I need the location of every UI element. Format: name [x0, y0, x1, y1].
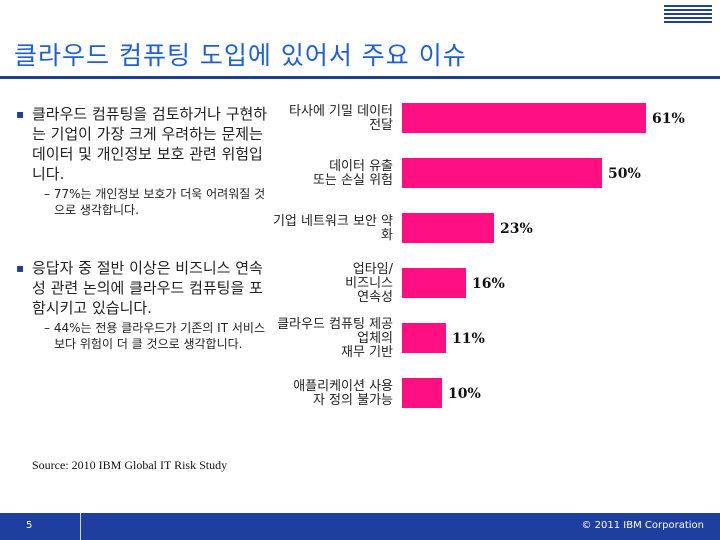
sub-bullet-item: – 44%는 전용 클라우드가 기존의 IT 서비스보다 위험이 더 클 것으로… [44, 321, 265, 351]
value-label: 16% [472, 276, 505, 292]
value-label: 50% [608, 166, 641, 182]
category-label: 클라우드 컴퓨팅 제공 업체의 재무 기반 [277, 317, 393, 360]
bar [402, 103, 646, 133]
value-label: 11% [452, 331, 485, 347]
bar [402, 378, 442, 408]
category-label: 애플리케이션 사용 자 정의 불가능 [293, 379, 393, 408]
category-label: 타사에 기밀 데이터 전달 [289, 104, 393, 133]
sub-bullet-item: – 77%는 개인정보 보호가 더욱 어려워질 것으로 생각합니다. [44, 187, 266, 217]
footer-bar: 5 © 2011 IBM Corporation [0, 513, 720, 540]
page-number: 5 [26, 520, 33, 531]
page-title: 클라우드 컴퓨팅 도입에 있어서 주요 이슈 [14, 41, 467, 70]
bar [402, 213, 494, 243]
top-bar: IBM [0, 0, 720, 28]
bar [402, 158, 602, 188]
value-label: 61% [652, 111, 685, 127]
category-label: 업타임/비즈니스 연속성 [345, 262, 393, 305]
bar-chart: 타사에 기밀 데이터 전달 61% 데이터 유출 또는 손실 위험 50% 기업 네트워크 … [273, 103, 685, 408]
copyright-text: © 2011 IBM Corporation [581, 520, 705, 531]
value-label: 23% [500, 221, 533, 237]
category-label: 데이터 유출 또는 손실 위험 [313, 159, 393, 188]
footer-divider [80, 513, 81, 540]
bar [402, 268, 466, 298]
ibm-logo: IBM [664, 5, 712, 23]
bullet-item: 클라우드 컴퓨팅을 검토하거나 구현하는 기업이 가장 크게 우려하는 문제는 … [14, 104, 276, 184]
source-note: Source: 2010 IBM Global IT Risk Study [32, 458, 228, 472]
value-label: 10% [448, 386, 481, 402]
bar [402, 323, 446, 353]
title-divider [0, 76, 720, 79]
bullet-item: 응답자 중 절반 이상은 비즈니스 연속성 관련 논의에 클라우드 컴퓨팅을 포… [14, 258, 276, 318]
bullet-list: 클라우드 컴퓨팅을 검토하거나 구현하는 기업이 가장 크게 우려하는 문제는 … [14, 104, 276, 352]
